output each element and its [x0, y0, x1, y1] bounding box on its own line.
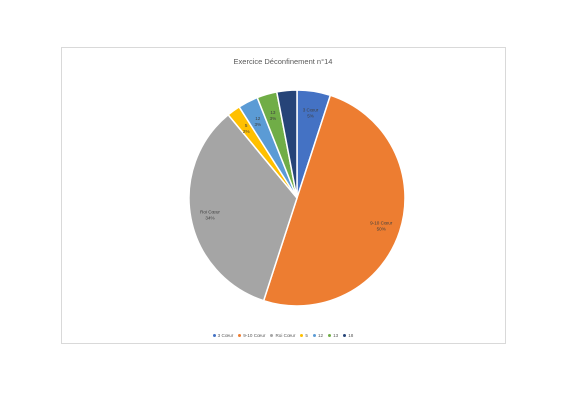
legend-swatch-4 — [312, 334, 316, 337]
legend-item-6: 18 — [343, 333, 353, 338]
slice-label-pct-4: 3% — [254, 122, 261, 127]
legend-item-1: 9-10 Cœur — [238, 333, 265, 338]
legend-item-5: 13 — [328, 333, 338, 338]
slice-label-pct-0: 5% — [307, 114, 314, 119]
legend-swatch-0 — [212, 334, 216, 337]
legend-item-4: 12 — [312, 333, 324, 338]
slice-label-pct-2: 34% — [205, 216, 214, 221]
slice-label-pct-3: 2% — [243, 129, 250, 134]
slice-label-name-3: 5 — [245, 123, 248, 128]
slice-label-pct-1: 50% — [377, 226, 386, 231]
legend-label-6: 18 — [348, 333, 354, 338]
slice-label-name-1: 9-10 Cœur — [370, 220, 393, 225]
legend-label-5: 13 — [333, 333, 339, 338]
slice-label-name-2: Roi Cœur — [200, 210, 220, 215]
legend-swatch-6 — [343, 334, 347, 337]
legend-item-3: 5 — [300, 333, 308, 338]
legend-label-2: Roi Cœur — [275, 333, 296, 338]
slice-label-pct-5: 3% — [270, 116, 277, 121]
slice-label-name-4: 12 — [255, 116, 261, 121]
legend-item-2: Roi Cœur — [270, 333, 295, 338]
legend-swatch-3 — [300, 334, 304, 337]
pie-slice-6 — [275, 89, 298, 199]
slice-label-name-0: 3 Cœur — [303, 108, 319, 113]
legend-label-4: 12 — [317, 333, 324, 338]
chart-legend: 3 Cœur 9-10 Cœur Roi Cœur 5 12 13 18 — [0, 333, 566, 338]
legend-item-0: 3 Cœur — [212, 333, 234, 338]
legend-swatch-5 — [328, 334, 332, 337]
pie-slice-1 — [262, 94, 406, 307]
legend-label-1: 9-10 Cœur — [243, 333, 266, 338]
pie-slice-2 — [188, 113, 298, 302]
legend-swatch-2 — [270, 334, 274, 337]
legend-swatch-1 — [238, 334, 242, 337]
legend-label-3: 5 — [305, 333, 308, 338]
chart-title: Exercice Déconfinement n°14 — [233, 57, 333, 66]
legend-label-0: 3 Cœur — [217, 333, 234, 338]
slice-label-name-5: 13 — [270, 110, 276, 115]
